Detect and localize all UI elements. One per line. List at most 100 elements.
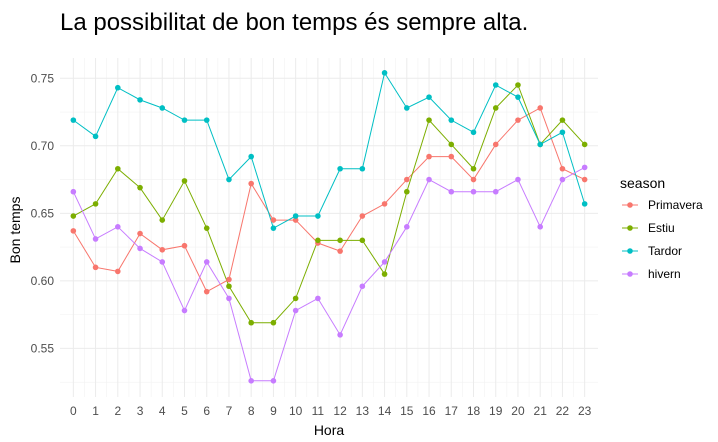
series-group bbox=[70, 70, 588, 384]
y-tick-label: 0.70 bbox=[31, 139, 55, 153]
point-hivern bbox=[115, 224, 121, 230]
y-tick-label: 0.75 bbox=[31, 71, 55, 85]
x-tick-label: 2 bbox=[114, 404, 121, 418]
point-primavera bbox=[181, 242, 188, 249]
x-tick-label: 1 bbox=[92, 404, 99, 418]
point-tardor bbox=[426, 94, 432, 100]
x-tick-label: 10 bbox=[289, 404, 303, 418]
point-estiu bbox=[70, 213, 77, 219]
point-tardor bbox=[203, 117, 210, 123]
y-axis-title: Bon temps bbox=[7, 197, 23, 264]
point-hivern bbox=[315, 295, 321, 302]
point-hivern bbox=[359, 283, 366, 290]
point-estiu bbox=[115, 165, 121, 172]
series-line-estiu bbox=[73, 84, 586, 324]
point-tardor bbox=[137, 97, 143, 103]
point-primavera bbox=[159, 246, 166, 253]
point-tardor bbox=[448, 117, 455, 123]
point-tardor bbox=[292, 213, 299, 219]
point-estiu bbox=[426, 117, 432, 123]
point-hivern bbox=[448, 188, 455, 195]
point-primavera bbox=[515, 117, 521, 123]
point-hivern bbox=[248, 377, 254, 384]
point-estiu bbox=[448, 141, 455, 148]
point-hivern bbox=[404, 224, 410, 230]
x-tick-label: 21 bbox=[534, 404, 548, 418]
point-tardor bbox=[337, 165, 343, 172]
point-primavera bbox=[248, 180, 254, 187]
point-tardor bbox=[559, 129, 566, 136]
point-tardor bbox=[581, 201, 588, 207]
point-primavera bbox=[226, 276, 232, 283]
legend-label-tardor: Tardor bbox=[648, 244, 682, 258]
x-tick-label: 14 bbox=[378, 404, 392, 418]
point-primavera bbox=[426, 153, 432, 160]
point-primavera bbox=[292, 217, 299, 223]
point-hivern bbox=[559, 176, 566, 183]
y-tick-label: 0.60 bbox=[31, 274, 55, 288]
x-tick-label: 13 bbox=[356, 404, 370, 418]
point-tardor bbox=[359, 165, 366, 172]
point-estiu bbox=[404, 188, 410, 195]
point-hivern bbox=[137, 245, 143, 252]
point-estiu bbox=[515, 82, 521, 88]
x-tick-label: 8 bbox=[248, 404, 255, 418]
legend-title: season bbox=[620, 175, 665, 191]
series-line-primavera bbox=[72, 107, 585, 293]
point-tardor bbox=[70, 117, 77, 123]
x-tick-label: 4 bbox=[159, 404, 166, 418]
point-primavera bbox=[470, 176, 477, 183]
point-tardor bbox=[470, 129, 477, 136]
point-hivern bbox=[470, 188, 477, 195]
chart-title: La possibilitat de bon temps és sempre a… bbox=[60, 9, 528, 36]
legend-label-primavera: Primavera bbox=[648, 198, 703, 212]
x-tick-label: 12 bbox=[333, 404, 347, 418]
point-tardor bbox=[537, 141, 543, 148]
x-tick-label: 11 bbox=[312, 404, 325, 418]
series-line-hivern bbox=[72, 166, 585, 382]
point-hivern bbox=[92, 236, 99, 242]
legend-key-point-primavera bbox=[627, 202, 633, 208]
grid bbox=[60, 58, 598, 397]
point-tardor bbox=[515, 94, 521, 100]
x-tick-label: 23 bbox=[578, 404, 592, 418]
point-tardor bbox=[381, 70, 388, 76]
x-tick-label: 15 bbox=[400, 404, 414, 418]
point-primavera bbox=[70, 228, 77, 234]
legend-key-point-estiu bbox=[627, 225, 633, 231]
point-estiu bbox=[337, 237, 343, 244]
x-tick-label: 0 bbox=[70, 404, 77, 418]
x-tick-label: 9 bbox=[270, 404, 277, 418]
point-estiu bbox=[270, 319, 277, 326]
x-tick-label: 18 bbox=[467, 404, 481, 418]
point-hivern bbox=[203, 259, 210, 265]
point-estiu bbox=[470, 165, 477, 172]
point-primavera bbox=[337, 248, 343, 254]
legend-key-point-hivern bbox=[627, 271, 633, 277]
legend-key-point-tardor bbox=[627, 248, 633, 254]
point-hivern bbox=[226, 295, 232, 302]
x-tick-label: 22 bbox=[556, 404, 570, 418]
point-estiu bbox=[359, 237, 366, 244]
legend: season Primavera Estiu Tardor hivern bbox=[620, 175, 703, 281]
x-tick-labels: 0 1 2 3 4 5 6 7 8 9 10 11 12 13 14 15 16 17 18 19 20 21 22 23 bbox=[70, 404, 592, 418]
point-primavera bbox=[137, 230, 143, 237]
series-line-tardor bbox=[73, 71, 586, 229]
point-estiu bbox=[381, 271, 388, 277]
point-primavera bbox=[203, 288, 210, 295]
point-hivern bbox=[270, 377, 277, 384]
point-estiu bbox=[92, 201, 99, 207]
x-tick-label: 19 bbox=[489, 404, 503, 418]
point-tardor bbox=[181, 117, 188, 123]
x-tick-label: 3 bbox=[137, 404, 144, 418]
point-estiu bbox=[137, 184, 143, 191]
point-primavera bbox=[559, 165, 566, 172]
x-tick-label: 16 bbox=[422, 404, 436, 418]
x-tick-label: 17 bbox=[445, 404, 459, 418]
point-primavera bbox=[92, 264, 99, 271]
point-tardor bbox=[92, 133, 99, 140]
point-hivern bbox=[537, 224, 543, 230]
point-tardor bbox=[315, 213, 321, 219]
point-primavera bbox=[448, 153, 455, 160]
